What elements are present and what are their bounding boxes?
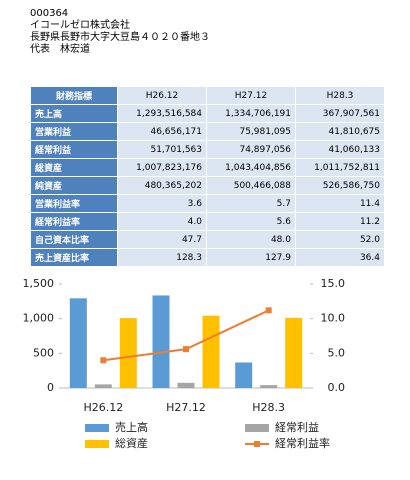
- table-cell: 500,466,088: [206, 176, 296, 195]
- table-cell: 1,334,706,191: [206, 104, 296, 123]
- table-cell: 売上資産比率: [30, 248, 118, 267]
- table-cell: 5.6: [206, 212, 296, 231]
- marker: [183, 346, 189, 353]
- legend-label: 売上高: [115, 420, 148, 434]
- table-cell: 367,907,561: [295, 104, 385, 123]
- table-cell: 11.4: [295, 194, 385, 213]
- legend-label: 経常利益率: [275, 436, 330, 450]
- y-tick-label: 0: [47, 381, 54, 394]
- company: イコールゼロ株式会社: [30, 20, 130, 31]
- table-cell: 総資産: [30, 158, 118, 177]
- legend-label: 総資産: [115, 436, 148, 450]
- bar: [177, 382, 195, 388]
- bar: [94, 384, 112, 388]
- y2-tick-label: 5.0: [328, 346, 346, 359]
- table-row: 自己資本比率 47.7 48.0 52.0: [30, 230, 385, 249]
- y-tick-label: 1,500: [23, 277, 55, 290]
- table-cell: 74,897,056: [206, 140, 296, 159]
- table-cell: 純資産: [30, 176, 118, 195]
- table-cell: 526,586,750: [295, 176, 385, 195]
- legend-label: 経常利益: [275, 420, 319, 434]
- table-cell: 営業利益率: [30, 194, 118, 213]
- marker: [265, 307, 272, 314]
- table-cell: 売上高: [30, 104, 118, 123]
- table-cell: 52.0: [295, 230, 385, 249]
- table-cell: 41,060,133: [295, 140, 385, 159]
- bar: [69, 298, 87, 388]
- table-cell: 11.2: [295, 212, 385, 231]
- table-cell: 営業利益: [30, 122, 118, 141]
- table-cell: H27.12: [206, 86, 296, 105]
- x-tick-label: H26.12: [83, 401, 123, 414]
- table-cell: 480,365,202: [117, 176, 207, 195]
- table-cell: 3.6: [117, 194, 207, 213]
- table-cell: 5.7: [206, 194, 296, 213]
- table-cell: 41,810,675: [295, 122, 385, 141]
- y2-tick-label: 15.0: [321, 277, 346, 290]
- table-cell: 財務指標: [30, 86, 118, 105]
- legend-swatch: [245, 424, 269, 432]
- table-row: 売上高 1,293,516,584 1,334,706,191 367,907,561: [30, 104, 385, 123]
- table-row: 営業利益 46,656,171 75,981,095 41,810,675: [30, 122, 385, 141]
- y2-tick-label: 0.0: [328, 381, 346, 394]
- representative: 代表 林宏道: [30, 44, 90, 55]
- table-cell: 1,007,823,176: [117, 158, 207, 177]
- table-cell: 自己資本比率: [30, 230, 118, 249]
- table-row: 経常利益率 4.0 5.6 11.2: [30, 212, 385, 231]
- x-tick-label: H27.12: [166, 401, 206, 414]
- table-cell: 36.4: [295, 248, 385, 267]
- table-row: 純資産 480,365,202 500,466,088 526,586,750: [30, 176, 385, 195]
- x-tick-label: H28.3: [252, 401, 285, 414]
- y2-tick-label: 10.0: [321, 312, 346, 325]
- table-cell: H28.3: [295, 86, 385, 105]
- legend-swatch: [85, 440, 109, 448]
- bar: [119, 318, 137, 388]
- address: 長野県長野市大字大豆島４０２０番地３: [30, 32, 210, 43]
- table-cell: 経常利益: [30, 140, 118, 159]
- legend-swatch: [85, 424, 109, 432]
- table-cell: 1,011,752,811: [295, 158, 385, 177]
- table-cell: 1,293,516,584: [117, 104, 207, 123]
- table-cell: 128.3: [117, 248, 207, 267]
- bar: [285, 317, 303, 388]
- y-tick-label: 1,000: [23, 312, 55, 325]
- y-tick-label: 500: [33, 346, 54, 359]
- chart: 0 500 1,000 1,500 0.0 5.0 10.0 15.0 H26.12 H27.12…: [23, 277, 346, 450]
- bar: [235, 362, 253, 388]
- table-cell: 47.7: [117, 230, 207, 249]
- table-cell: 1,043,404,856: [206, 158, 296, 177]
- table-cell: 経常利益率: [30, 212, 118, 231]
- table-cell: 51,701,563: [117, 140, 207, 159]
- table-cell: H26.12: [117, 86, 207, 105]
- table-cell: 75,981,095: [206, 122, 296, 141]
- table-row: 財務指標 H26.12 H27.12 H28.3: [30, 86, 385, 105]
- bar: [260, 385, 278, 388]
- table-cell: 46,656,171: [117, 122, 207, 141]
- table-row: 営業利益率 3.6 5.7 11.4: [30, 194, 385, 213]
- marker: [100, 357, 107, 364]
- legend-swatch: [254, 441, 260, 447]
- table-row: 総資産 1,007,823,176 1,043,404,856 1,011,752,8…: [30, 158, 385, 177]
- table-row: 経常利益 51,701,563 74,897,056 41,060,133: [30, 140, 385, 159]
- table-row: 売上資産比率 128.3 127.9 36.4: [30, 248, 385, 267]
- financial-table: 財務指標 H26.12 H27.12 H28.3 売上高 1,293,516,584 1,3…: [30, 86, 385, 267]
- table-cell: 127.9: [206, 248, 296, 267]
- bar: [152, 295, 170, 388]
- table-cell: 4.0: [117, 212, 207, 231]
- table-cell: 48.0: [206, 230, 296, 249]
- bar: [202, 315, 220, 388]
- code: 000364: [30, 8, 69, 19]
- header: 000364 イコールゼロ株式会社 長野県長野市大字大豆島４０２０番地３ 代表 …: [30, 8, 210, 56]
